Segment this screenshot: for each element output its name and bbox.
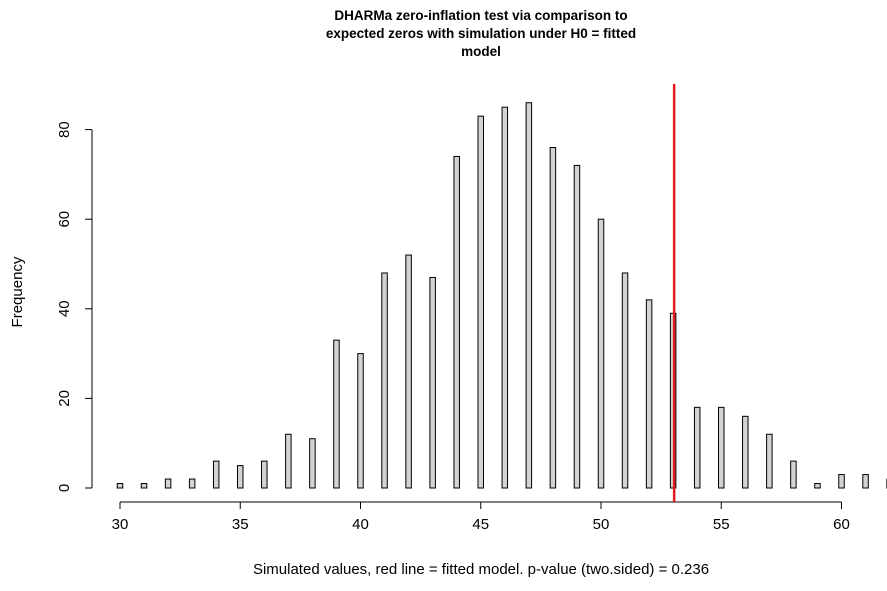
histogram-bar bbox=[525, 102, 533, 489]
histogram-bar bbox=[164, 478, 172, 489]
y-tick-label: 80 bbox=[56, 121, 73, 138]
x-tick-label: 35 bbox=[232, 516, 249, 533]
x-tick-label: 45 bbox=[472, 516, 489, 533]
histogram-bar bbox=[573, 164, 581, 489]
histogram-bar bbox=[261, 460, 268, 489]
histogram-bar bbox=[429, 276, 436, 489]
histogram-bar bbox=[116, 483, 124, 489]
y-tick-label: 20 bbox=[56, 390, 73, 407]
histogram-bar bbox=[838, 474, 845, 489]
title-line-2: expected zeros with simulation under H0 … bbox=[326, 26, 636, 41]
y-tick-label: 40 bbox=[56, 300, 73, 317]
x-tick-label: 30 bbox=[112, 516, 129, 533]
histogram-bar bbox=[285, 433, 292, 489]
x-tick-label: 40 bbox=[352, 516, 369, 533]
histogram-bar bbox=[405, 254, 412, 489]
histogram-bar bbox=[381, 272, 388, 489]
y-tick-label: 0 bbox=[56, 484, 73, 492]
histogram-bar bbox=[862, 474, 869, 489]
histogram-bar bbox=[453, 155, 460, 489]
histogram-bar bbox=[188, 478, 196, 489]
x-tick-label: 55 bbox=[713, 516, 730, 533]
histogram-bar bbox=[333, 339, 340, 489]
y-axis: 0 20 40 60 80 bbox=[56, 121, 93, 492]
histogram-bars bbox=[116, 102, 887, 489]
x-tick-label: 60 bbox=[833, 516, 850, 533]
histogram-bar bbox=[237, 465, 244, 489]
histogram-bar bbox=[140, 483, 148, 489]
histogram-bar bbox=[718, 406, 725, 489]
histogram-bar bbox=[790, 460, 797, 489]
x-axis: 30 35 40 45 50 55 60 bbox=[112, 501, 850, 533]
histogram-bar bbox=[477, 115, 484, 489]
title-line-3: model bbox=[461, 44, 501, 59]
histogram-bar bbox=[309, 438, 316, 489]
histogram-bar bbox=[742, 415, 749, 489]
histogram-bar bbox=[212, 460, 220, 489]
histogram-bar bbox=[357, 353, 364, 489]
title-line-1: DHARMa zero-inflation test via compariso… bbox=[334, 8, 627, 23]
histogram-bar bbox=[597, 218, 605, 489]
histogram-bar bbox=[645, 299, 653, 489]
histogram-bar bbox=[549, 147, 557, 489]
histogram-bar bbox=[501, 106, 509, 489]
histogram-bar bbox=[621, 272, 629, 489]
y-tick-label: 60 bbox=[56, 211, 73, 228]
y-axis-label: Frequency bbox=[9, 256, 26, 327]
histogram-bar bbox=[766, 433, 773, 489]
chart-title: DHARMa zero-inflation test via compariso… bbox=[326, 8, 636, 59]
histogram-bar bbox=[814, 483, 821, 489]
x-tick-label: 50 bbox=[593, 516, 610, 533]
x-axis-label: Simulated values, red line = fitted mode… bbox=[253, 561, 709, 578]
histogram-bar bbox=[693, 406, 701, 489]
